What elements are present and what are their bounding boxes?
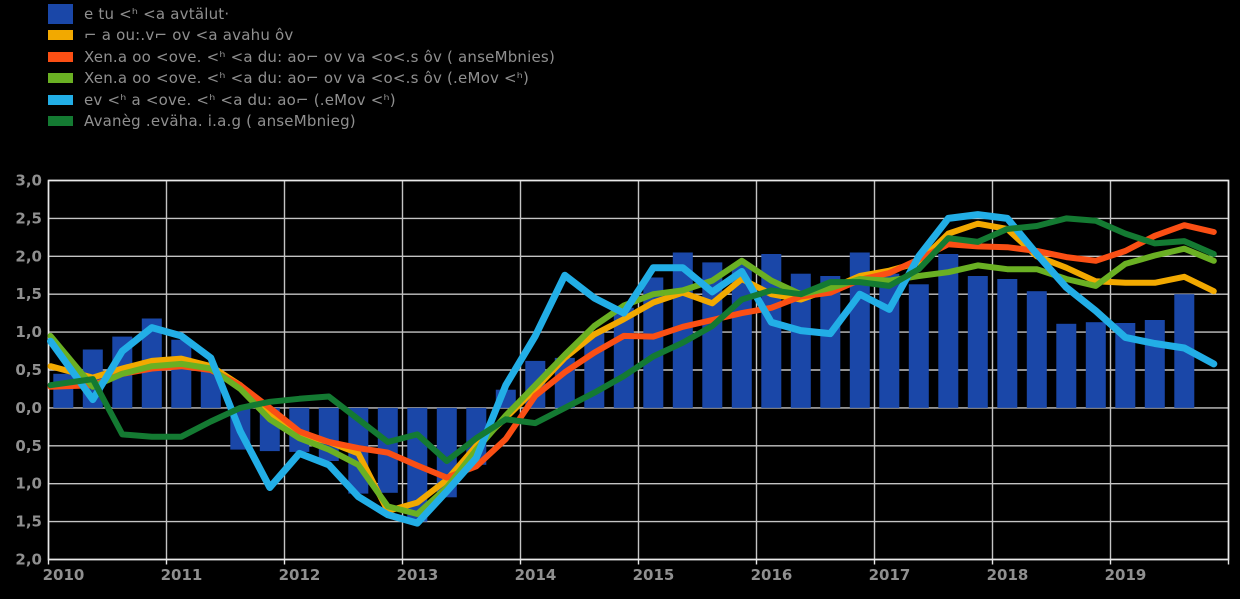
legend-line-swatch	[48, 73, 73, 84]
legend-label: e tu <ʰ <a avtälut·	[84, 4, 230, 23]
y-tick-label: 1,0	[15, 323, 42, 341]
x-tick-label: 2014	[515, 566, 557, 584]
legend-label: Avanèg .eväha. i.a.g ( anseMbnieg)	[84, 112, 356, 131]
legend-item-4: ev <ʰ a <ove. <ʰ <a du: ao⌐ (.eMov <ʰ)	[48, 89, 555, 111]
legend-line-swatch	[48, 51, 73, 62]
line-series-1	[47, 222, 1217, 481]
y-tick-label: 3,0	[15, 172, 42, 190]
bar-2010-Q1	[53, 373, 74, 408]
y-tick-label: 2,0	[15, 247, 42, 265]
x-tick-label: 2011	[161, 566, 203, 584]
bar-2017-Q3	[938, 254, 959, 408]
bar-2018-Q3	[1056, 323, 1077, 408]
x-tick-label: 2017	[869, 566, 911, 584]
legend-label: Xen.a oo <ove. <ʰ <a du: ao⌐ ov va <o<.s…	[84, 69, 530, 88]
x-tick-label: 2010	[43, 566, 85, 584]
bar-2016-Q4	[849, 252, 870, 408]
bar-2019-Q1	[1115, 323, 1136, 408]
y-tick-label: 1,5	[15, 513, 42, 531]
legend-label: Xen.a oo <ove. <ʰ <a du: ao⌐ ov va <o<.s…	[84, 47, 556, 66]
x-tick-label: 2018	[987, 566, 1029, 584]
legend-line-swatch	[48, 30, 73, 41]
bar-2015-Q1	[643, 277, 664, 408]
legend-label: ⌐ a ou:.v⌐ ov <a avahu ôv	[84, 26, 294, 45]
x-tick-label: 2015	[633, 566, 675, 584]
y-tick-label: 2,5	[15, 209, 42, 227]
bar-2018-Q1	[997, 279, 1018, 408]
line-series-4	[47, 215, 1217, 464]
bar-2016-Q2	[790, 273, 811, 408]
x-tick-label: 2016	[751, 566, 793, 584]
legend-item-3: Xen.a oo <ove. <ʰ <a du: ao⌐ ov va <o<.s…	[48, 68, 555, 90]
legend-bar-swatch	[48, 3, 73, 24]
legend-item-1: ⌐ a ou:.v⌐ ov <a avahu ôv	[48, 25, 555, 47]
x-tick-label: 2012	[279, 566, 321, 584]
y-tick-label: 2,0	[15, 551, 42, 569]
y-tick-label: 0,5	[15, 437, 42, 455]
bar-2017-Q2	[908, 284, 929, 408]
legend-item-5: Avanèg .eväha. i.a.g ( anseMbnieg)	[48, 111, 555, 133]
bar-2018-Q2	[1026, 291, 1047, 408]
x-tick-label: 2013	[397, 566, 439, 584]
y-tick-label: 1,5	[15, 285, 42, 303]
x-tick-label: 2019	[1105, 566, 1147, 584]
legend-label: ev <ʰ a <ove. <ʰ <a du: ao⌐ (.eMov <ʰ)	[84, 90, 396, 109]
legend-line-swatch	[48, 116, 73, 127]
y-tick-label: 0,0	[15, 399, 42, 417]
bar-2014-Q4	[613, 307, 634, 408]
chart-legend: e tu <ʰ <a avtälut· ⌐ a ou:.v⌐ ov <a avah…	[48, 3, 555, 132]
bar-2017-Q4	[967, 276, 988, 408]
bar-2011-Q1	[171, 339, 192, 408]
line-series-3	[47, 211, 1218, 527]
y-tick-label: 1,0	[15, 475, 42, 493]
bar-2018-Q4	[1085, 322, 1106, 408]
bar-2016-Q3	[820, 276, 841, 408]
plot-frame	[47, 179, 1230, 561]
legend-item-0: e tu <ʰ <a avtälut·	[48, 3, 555, 25]
y-tick-label: 0,5	[15, 361, 42, 379]
bar-2019-Q2	[1144, 320, 1165, 408]
legend-line-swatch	[48, 94, 73, 105]
legend-item-2: Xen.a oo <ove. <ʰ <a du: ao⌐ ov va <o<.s…	[48, 46, 555, 68]
